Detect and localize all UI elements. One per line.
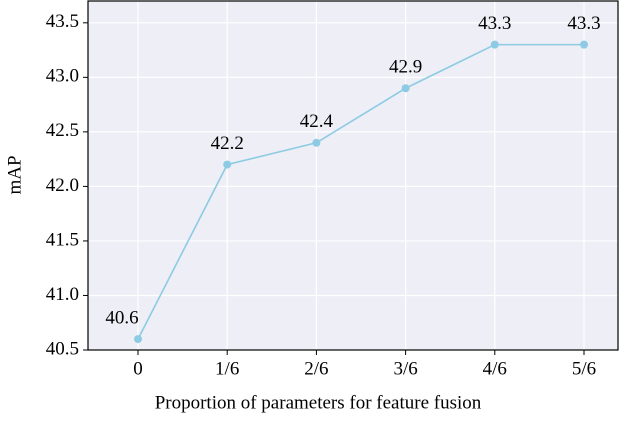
point — [312, 138, 321, 147]
point — [580, 40, 588, 49]
x-tick-label: 2/6 — [304, 358, 328, 379]
x-tick-label: 3/6 — [393, 358, 417, 379]
y-tick-label: 42.5 — [46, 120, 79, 141]
x-tick-label: 4/6 — [483, 358, 507, 379]
plot-frame — [87, 0, 619, 351]
x-tick-label: 1/6 — [215, 358, 239, 379]
value-label: 43.3 — [567, 13, 600, 34]
x-axis-label: Proportion of parameters for feature fus… — [155, 392, 482, 413]
value-label: 42.4 — [300, 111, 334, 132]
y-tick-label: 42.0 — [46, 175, 79, 196]
y-tick-label: 41.0 — [46, 284, 79, 305]
plot-area — [88, 1, 618, 350]
y-tick-label: 40.5 — [46, 338, 79, 359]
y-tick-label: 41.5 — [46, 229, 79, 250]
point — [401, 84, 410, 93]
value-label: 42.2 — [211, 133, 244, 154]
y-axis-label: mAP — [4, 155, 25, 194]
x-tick-label: 0 — [133, 358, 143, 379]
y-tick-label: 43.5 — [46, 11, 79, 32]
point — [223, 160, 232, 169]
y-tick-label: 43.0 — [46, 66, 79, 87]
value-label: 40.6 — [105, 307, 138, 328]
x-tick-label: 5/6 — [572, 358, 596, 379]
point — [490, 40, 499, 49]
value-label: 42.9 — [389, 57, 422, 78]
line — [137, 43, 584, 340]
value-label: 43.3 — [478, 13, 511, 34]
point — [134, 335, 142, 344]
